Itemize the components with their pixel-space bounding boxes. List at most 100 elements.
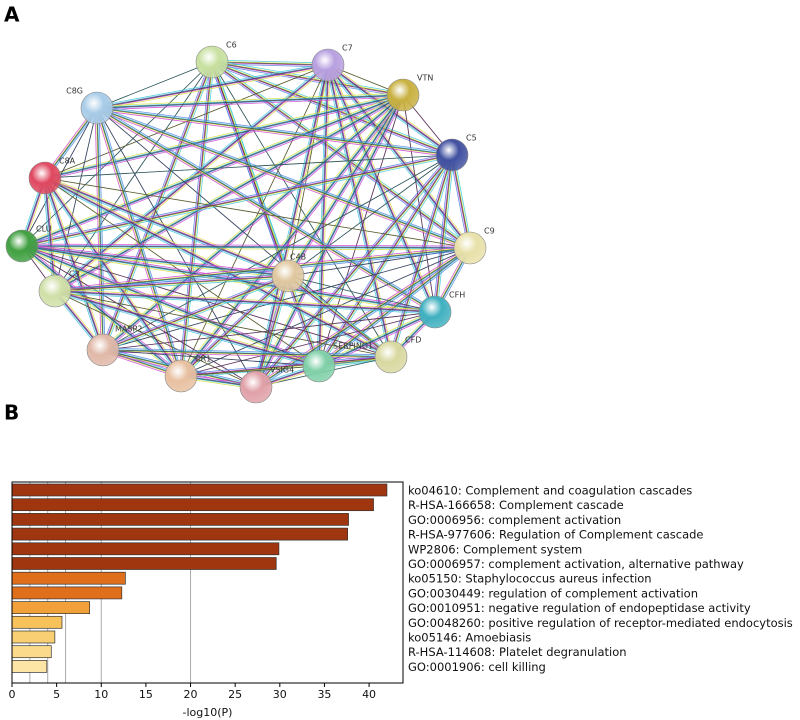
edge — [180, 311, 436, 377]
bar — [11, 483, 388, 497]
node — [5, 229, 39, 263]
x-tick-label: 35 — [317, 688, 331, 701]
edge — [318, 311, 436, 367]
edge — [54, 274, 288, 291]
edge — [288, 275, 392, 357]
edge — [180, 275, 288, 376]
edge — [103, 95, 404, 351]
edge — [96, 92, 403, 107]
edge — [102, 350, 391, 359]
edge — [45, 177, 182, 376]
edge — [255, 154, 453, 388]
edge — [212, 60, 329, 65]
node — [239, 370, 273, 404]
edge — [329, 64, 394, 357]
x-tick-label: 30 — [273, 688, 287, 701]
edge — [54, 245, 470, 290]
edge — [432, 154, 451, 312]
edge — [54, 247, 471, 292]
edge — [211, 61, 471, 249]
edge — [21, 153, 452, 246]
node — [271, 259, 305, 293]
edge — [21, 247, 435, 315]
x-axis-title: -log10(P) — [183, 706, 233, 719]
node-label: CFD — [405, 336, 421, 345]
edge — [54, 246, 470, 291]
edge — [180, 365, 320, 377]
edge — [97, 107, 183, 376]
edge — [22, 244, 289, 276]
bar — [11, 660, 48, 673]
node — [386, 78, 420, 112]
edge — [102, 94, 403, 350]
node — [38, 274, 72, 308]
category-label: WP2806: Complement system — [408, 542, 582, 556]
bar — [11, 601, 91, 614]
category-label: ko05146: Amoebiasis — [408, 631, 531, 645]
edge — [96, 62, 328, 107]
edge — [55, 288, 436, 311]
edge — [182, 62, 215, 377]
edge — [54, 291, 435, 314]
edge — [54, 292, 435, 315]
edge — [433, 154, 452, 312]
edge — [318, 94, 404, 367]
edge — [436, 155, 455, 313]
node-label: C6 — [226, 41, 237, 50]
node-label: C9 — [484, 227, 495, 236]
node — [374, 340, 408, 374]
edge — [179, 93, 402, 376]
edge — [55, 276, 289, 293]
edge — [96, 108, 452, 157]
edge — [319, 313, 436, 369]
edge — [391, 155, 454, 358]
edge — [181, 95, 404, 377]
category-label: R-HSA-977606: Regulation of Complement c… — [408, 528, 704, 542]
category-label: ko05150: Staphylococcus aureus infection — [408, 572, 652, 586]
edge — [21, 245, 182, 377]
edge — [22, 96, 404, 249]
edge — [22, 156, 453, 249]
node-label: C5 — [466, 134, 477, 143]
edge — [21, 245, 471, 249]
edge — [103, 348, 392, 357]
edge — [54, 290, 257, 388]
edge — [21, 246, 470, 250]
category-label: R-HSA-114608: Platelet degranulation — [408, 645, 627, 659]
edge — [102, 275, 288, 350]
edge — [43, 179, 391, 360]
edge — [254, 153, 451, 386]
edge — [180, 355, 391, 376]
edge — [102, 311, 436, 351]
edge — [44, 177, 104, 351]
edge — [329, 63, 472, 248]
edge — [104, 96, 405, 352]
edge — [318, 64, 329, 367]
node — [418, 295, 452, 329]
category-label: GO:0030449: regulation of complement act… — [408, 586, 698, 600]
edge — [254, 246, 470, 386]
node — [164, 359, 198, 393]
bar — [11, 513, 349, 526]
edge — [21, 152, 452, 245]
edge — [46, 176, 183, 376]
edge — [54, 94, 403, 291]
category-label: GO:0001906: cell killing — [408, 660, 546, 674]
edge — [97, 95, 404, 110]
x-tick-label: 0 — [9, 688, 16, 701]
edge — [44, 178, 103, 351]
edge — [101, 93, 402, 349]
bar — [11, 630, 56, 644]
edge — [102, 349, 392, 358]
node-label: VTN — [417, 74, 433, 83]
node — [195, 45, 229, 79]
edge — [287, 275, 392, 358]
node-label: MASP2 — [115, 325, 142, 334]
edge — [96, 64, 329, 109]
node — [80, 91, 114, 125]
edge — [97, 65, 329, 110]
edge — [21, 94, 403, 246]
edge — [22, 244, 183, 375]
bar — [11, 586, 123, 600]
